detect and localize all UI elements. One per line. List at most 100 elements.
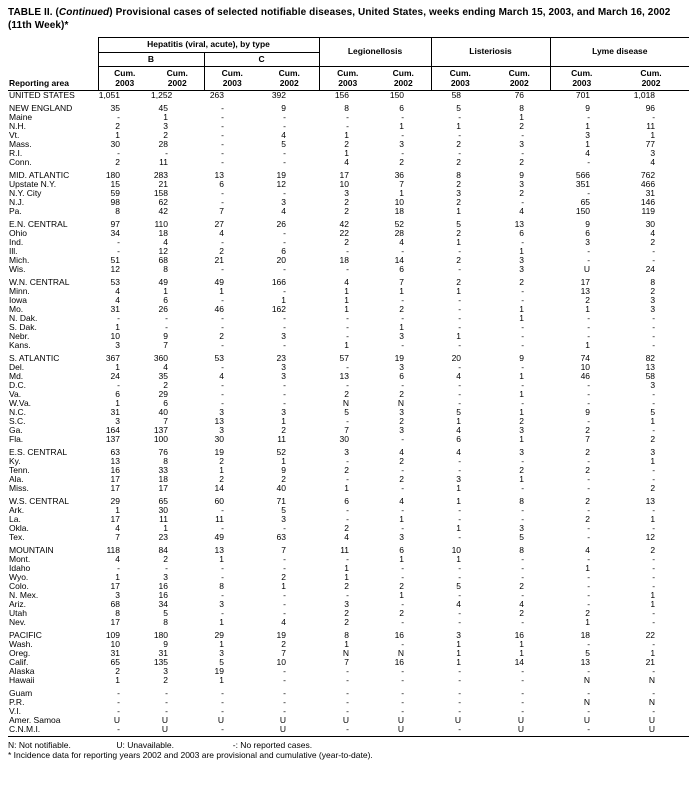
value-cell: 13 <box>580 286 591 296</box>
value-cell: 96 <box>645 103 656 113</box>
value-cell: 1,018 <box>633 90 656 100</box>
table-row: Ark. 1 30 - 5 - - - - - - <box>8 506 689 515</box>
value-cell: - <box>221 590 224 600</box>
value-cell: - <box>458 130 462 140</box>
table-row: Wis. 12 8 - - - 6 - 3 U 24 <box>8 265 689 274</box>
table-row: Kans. 3 7 - - 1 - - - 1 - <box>8 341 689 350</box>
value-cell: 21 <box>645 657 656 667</box>
value-cell: - <box>401 563 405 573</box>
value-cell: 26 <box>158 304 168 314</box>
value-cell: 4 <box>456 447 462 457</box>
value-cell: 2 <box>456 197 462 207</box>
value-cell: U <box>161 715 168 725</box>
table-row: Utah 8 5 - - 2 2 - 2 2 - <box>8 609 689 618</box>
value-cell: 1 <box>519 434 525 444</box>
value-cell: 2 <box>344 237 350 247</box>
table-row: Mass. 30 28 - 5 2 3 2 3 1 77 <box>8 140 689 149</box>
value-cell: 1 <box>519 407 525 417</box>
value-cell: 58 <box>451 90 462 100</box>
value-cell: 4 <box>115 295 120 305</box>
value-cell: 1 <box>456 496 462 506</box>
value-cell: - <box>283 523 287 533</box>
cum-header: Cum. 2002 <box>376 66 432 91</box>
value-cell: 2 <box>519 581 525 591</box>
value-cell: 1 <box>456 483 462 493</box>
value-cell: 4 <box>519 599 525 609</box>
value-cell: 2 <box>399 416 405 426</box>
value-cell: - <box>117 112 120 122</box>
value-cell: 14 <box>394 255 405 265</box>
value-cell: - <box>652 608 656 618</box>
value-cell: 4 <box>344 532 350 542</box>
value-cell: 2 <box>344 389 350 399</box>
value-cell: 156 <box>334 90 350 100</box>
table-row: Guam - - - - - - - - - - <box>8 685 689 698</box>
value-cell: 1 <box>456 286 462 296</box>
hepatitis-b-header: B <box>97 52 204 67</box>
value-cell: 762 <box>640 170 656 180</box>
value-cell: 2 <box>456 139 462 149</box>
value-cell: - <box>283 188 287 198</box>
value-cell: - <box>458 572 462 582</box>
value-cell: 1 <box>650 514 656 524</box>
reporting-area-cell: Vt. <box>9 130 20 140</box>
table-row: C.N.M.I. - U - U - U - U - U <box>8 725 690 737</box>
value-cell: 6 <box>399 264 405 274</box>
reporting-area-cell: PACIFIC <box>9 630 42 640</box>
value-cell: 392 <box>271 90 287 100</box>
cum-header: Cum. 2002 <box>151 66 204 91</box>
reporting-area-cell: Oreg. <box>9 648 31 658</box>
value-cell: 12 <box>645 532 656 542</box>
value-cell: - <box>431 725 490 737</box>
value-cell: - <box>283 237 287 247</box>
value-cell: - <box>283 706 287 716</box>
reporting-area-cell: Maine <box>9 112 33 122</box>
value-cell: 1 <box>344 483 350 493</box>
table-row: Upstate N.Y. 15 21 6 12 10 7 2 3 351 466 <box>8 180 689 189</box>
value-cell: 1 <box>344 286 350 296</box>
value-cell: 1 <box>281 416 287 426</box>
cum-header: Cum. 2003 <box>430 66 490 91</box>
value-cell: - <box>117 697 120 707</box>
reporting-area-cell: Okla. <box>9 523 29 533</box>
value-cell: 5 <box>650 407 656 417</box>
value-cell: - <box>346 264 350 274</box>
value-cell: - <box>521 380 525 390</box>
value-cell: 9 <box>281 103 287 113</box>
value-cell: 4 <box>219 228 224 238</box>
value-cell: - <box>283 608 287 618</box>
reporting-area-cell: R.I. <box>9 148 23 158</box>
value-cell: 17 <box>339 170 350 180</box>
value-cell: 8 <box>115 206 120 216</box>
value-cell: 109 <box>105 630 120 640</box>
value-cell: - <box>401 617 405 627</box>
value-cell: - <box>346 456 350 466</box>
value-cell: 1 <box>519 313 525 323</box>
reporting-area-cell: MID. ATLANTIC <box>9 170 70 180</box>
value-cell: 8 <box>219 581 224 591</box>
value-cell: 5 <box>456 581 462 591</box>
value-cell: - <box>458 362 462 372</box>
value-cell: 9 <box>585 219 591 229</box>
value-cell: - <box>458 608 462 618</box>
hepatitis-c-header: C <box>203 52 320 67</box>
value-cell: - <box>221 572 224 582</box>
value-cell: - <box>521 675 525 685</box>
value-cell: 2 <box>219 474 224 484</box>
table-row: S. Dak. 1 - - - - 1 - - - - <box>8 323 689 332</box>
value-cell: 1 <box>115 505 120 515</box>
value-cell: 1 <box>115 572 120 582</box>
table-row: MOUNTAIN 118 84 13 7 11 6 10 8 4 2 <box>8 542 689 555</box>
value-cell: 3 <box>163 572 168 582</box>
value-cell: - <box>117 706 120 716</box>
value-cell: - <box>221 523 224 533</box>
reporting-area-cell: Ariz. <box>9 599 26 609</box>
value-cell: 74 <box>580 353 591 363</box>
value-cell: - <box>283 398 287 408</box>
value-cell: 2 <box>456 255 462 265</box>
value-cell: - <box>401 313 405 323</box>
value-cell: - <box>117 313 120 323</box>
value-cell: 3 <box>650 304 656 314</box>
value-cell: 7 <box>163 340 168 350</box>
value-cell: 5 <box>344 407 350 417</box>
